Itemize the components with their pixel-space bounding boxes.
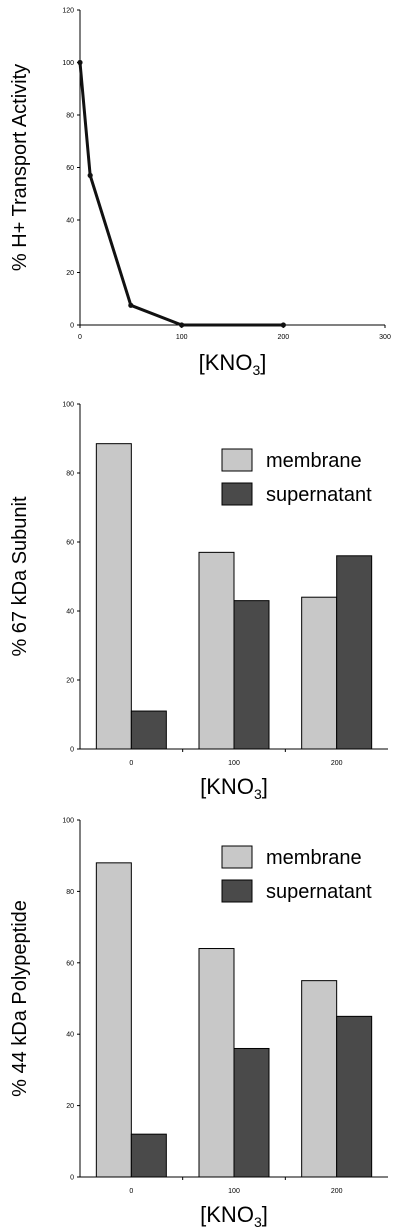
bar-supernatant-0 [130,1133,167,1178]
y-tick-label: 20 [66,1103,74,1110]
y-tick-label: 0 [70,747,74,754]
y-tick-label: 60 [66,165,74,172]
bar-membrane-0 [95,862,132,1178]
y-axis-label-3: % 44 kDa Polypeptide [9,900,31,1097]
y-tick-label: 100 [62,818,74,825]
bar-membrane-200 [301,980,338,1178]
x-axis-label-3: [KNO3] [200,1202,268,1228]
data-point [87,172,93,178]
legend-label-supernatant: supernatant [266,484,372,506]
y-tick-label: 0 [70,1175,74,1182]
legend-swatch-supernatant [221,879,253,903]
series-line [78,62,284,327]
y-tick-label: 40 [66,1032,74,1039]
x-axis-label-main: [KNO [200,774,254,799]
x-tick-label: 200 [277,334,289,341]
data-point [128,302,134,308]
legend-swatch-supernatant [221,482,253,506]
y-tick-label: 60 [66,960,74,967]
bar-membrane-100 [198,551,235,750]
x-tick-label: 0 [129,1188,133,1195]
y-tick-label: 120 [62,8,74,15]
legend-label-membrane: membrane [266,847,362,869]
bar-supernatant-0 [130,710,167,750]
legend-swatch-membrane [221,845,253,869]
y-axis-label-1: % H+ Transport Activity [9,64,31,271]
y-axis-label-2: % 67 kDa Subunit [9,496,31,657]
x-axis-label-main: [KNO [200,1202,254,1227]
x-tick-label: 200 [331,760,343,767]
data-point [77,59,83,66]
x-tick-label: 100 [228,760,240,767]
legend-label-membrane: membrane [266,450,362,472]
x-tick-label: 100 [176,334,188,341]
x-axis-label-end: ] [262,774,268,799]
y-tick-label: 100 [62,402,74,409]
bar-membrane-200 [301,596,338,750]
x-tick-label: 200 [331,1188,343,1195]
data-point [179,322,185,328]
data-point [280,322,286,328]
bar-membrane-100 [198,948,235,1178]
bar-supernatant-100 [233,1047,270,1178]
bar-membrane-0 [95,443,132,750]
y-tick-label: 60 [66,540,74,547]
x-tick-label: 100 [228,1188,240,1195]
bar-supernatant-200 [336,1015,373,1178]
y-tick-label: 80 [66,889,74,896]
x-tick-label: 0 [129,760,133,767]
y-tick-label: 20 [66,270,74,277]
y-tick-label: 100 [62,60,74,67]
x-axis-label-main: [KNO [199,350,253,375]
y-tick-label: 80 [66,471,74,478]
x-axis-label-end: ] [262,1202,268,1227]
x-axis-label-subscript: 3 [254,1214,262,1228]
y-tick-label: 40 [66,218,74,225]
x-axis-label-end: ] [260,350,266,375]
legend-label-supernatant: supernatant [266,881,372,903]
y-tick-label: 80 [66,113,74,120]
y-tick-label: 0 [70,323,74,330]
y-tick-label: 40 [66,609,74,616]
y-tick-label: 20 [66,678,74,685]
x-axis-label-subscript: 3 [254,786,262,802]
x-tick-label: 0 [78,334,82,341]
x-tick-label: 300 [379,334,391,341]
x-axis-label-subscript: 3 [252,362,260,378]
x-axis-label-2: [KNO3] [200,774,268,802]
bar-supernatant-100 [233,600,270,750]
bar-supernatant-200 [336,555,373,750]
legend-swatch-membrane [221,448,253,472]
x-axis-label-1: [KNO3] [199,350,267,378]
